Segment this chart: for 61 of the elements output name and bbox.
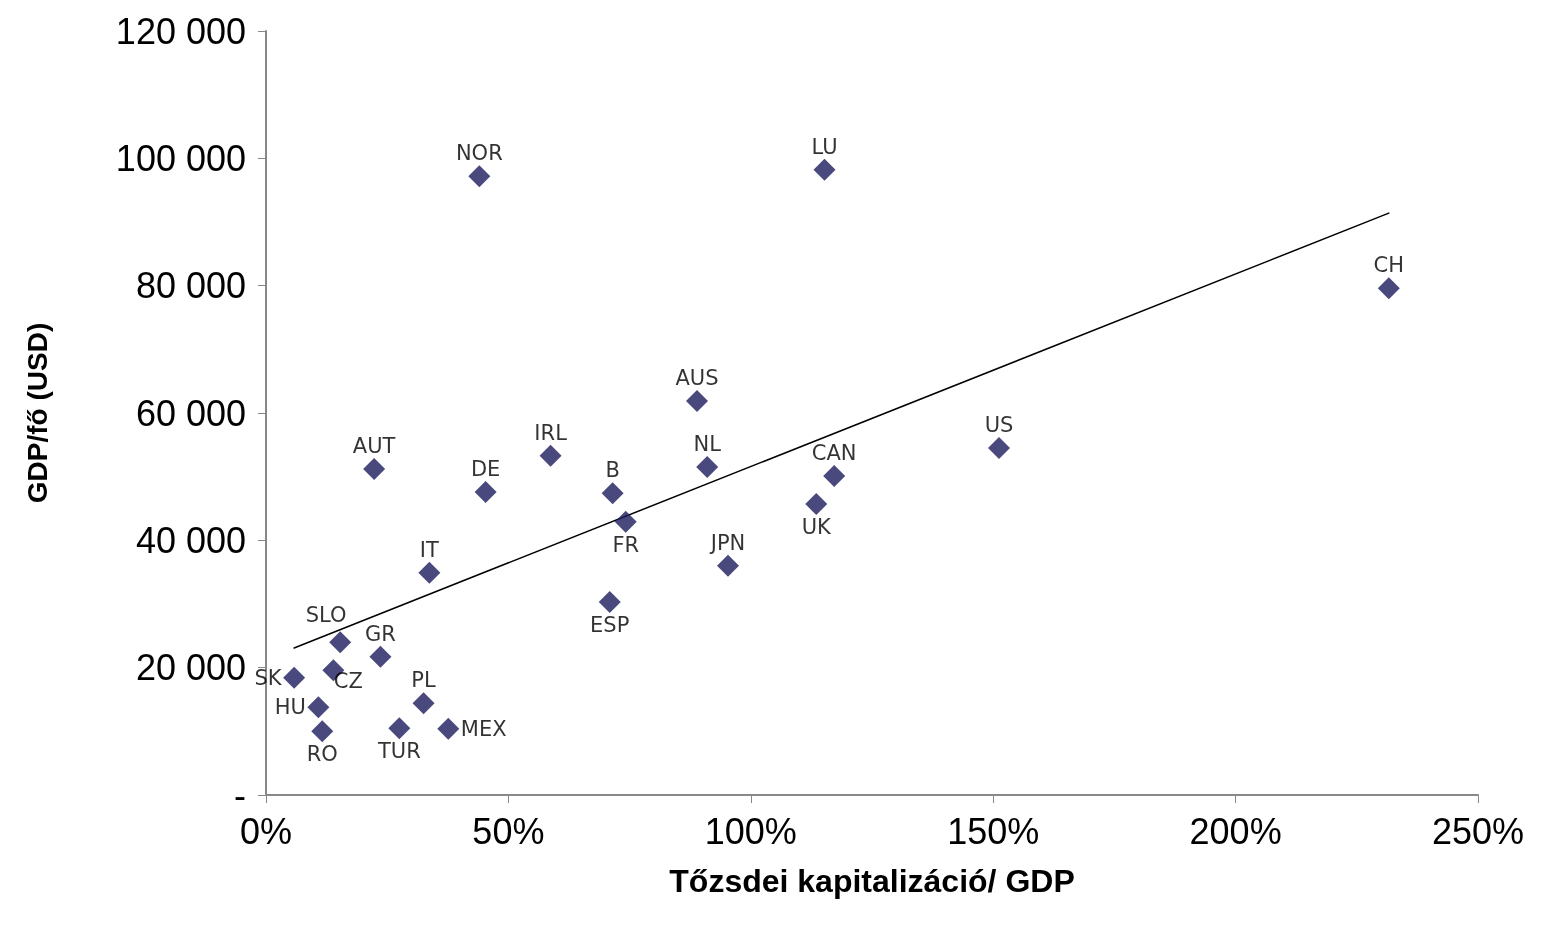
- point: [539, 444, 562, 467]
- point: [988, 437, 1011, 460]
- point: [307, 696, 330, 719]
- annotation: SLO: [305, 603, 347, 628]
- annotation: LU: [811, 134, 838, 159]
- annotation: NL: [693, 432, 722, 457]
- point: [418, 561, 441, 584]
- annotation: AUT: [352, 434, 396, 459]
- x-tick-label: 50%: [472, 810, 545, 852]
- annotation: UK: [801, 515, 833, 540]
- annotation: IT: [419, 537, 440, 562]
- annotation: FR: [612, 532, 640, 557]
- x-tick-label: 200%: [1189, 810, 1282, 852]
- y-axis-title: GDP/fő (USD): [21, 322, 53, 504]
- y-tick-label: 60 000: [135, 392, 246, 434]
- y-tick-label: 20 000: [135, 647, 246, 689]
- x-tick-label: 100%: [704, 810, 797, 852]
- point: [468, 165, 491, 188]
- point: [696, 456, 719, 479]
- point: [412, 692, 435, 715]
- y-tick-label: 100 000: [115, 137, 246, 179]
- annotation: CAN: [811, 441, 857, 466]
- annotation: MEX: [460, 716, 507, 741]
- annotation: HU: [274, 695, 306, 720]
- annotation: NOR: [455, 141, 503, 166]
- point: [1377, 277, 1400, 300]
- point: [601, 482, 624, 505]
- y-tick-label: 120 000: [115, 10, 246, 52]
- x-axis-title: Tőzsdei kapitalizáció/ GDP: [669, 863, 1075, 899]
- point: [813, 158, 836, 181]
- annotation: AUS: [675, 365, 719, 390]
- annotation: US: [984, 413, 1014, 438]
- annotation: CH: [1373, 253, 1405, 278]
- y-tick-label: 80 000: [135, 265, 246, 307]
- point: [614, 510, 637, 533]
- point: [388, 717, 411, 740]
- point: [805, 493, 828, 516]
- point: [598, 591, 621, 614]
- annotation: PL: [411, 668, 437, 693]
- annotation: ESP: [590, 613, 630, 638]
- point: [363, 458, 386, 481]
- point: [717, 554, 740, 577]
- annotation: JPN: [708, 530, 746, 555]
- point: [329, 631, 352, 654]
- x-tick-label: 150%: [947, 810, 1040, 852]
- point: [369, 645, 392, 668]
- point: [283, 666, 306, 689]
- point: [474, 480, 497, 503]
- point: [823, 465, 846, 488]
- annotation: GR: [364, 621, 396, 646]
- annotation: RO: [306, 742, 338, 767]
- annotation: TUR: [376, 739, 421, 764]
- annotation: B: [605, 458, 620, 483]
- x-tick-label: 250%: [1431, 810, 1525, 852]
- annotation: DE: [470, 456, 501, 481]
- point: [685, 389, 708, 412]
- point: [311, 720, 334, 743]
- y-tick-label: 40 000: [135, 519, 246, 561]
- annotation: IRL: [534, 420, 568, 445]
- point: [437, 717, 460, 740]
- annotation: CZ: [333, 668, 363, 693]
